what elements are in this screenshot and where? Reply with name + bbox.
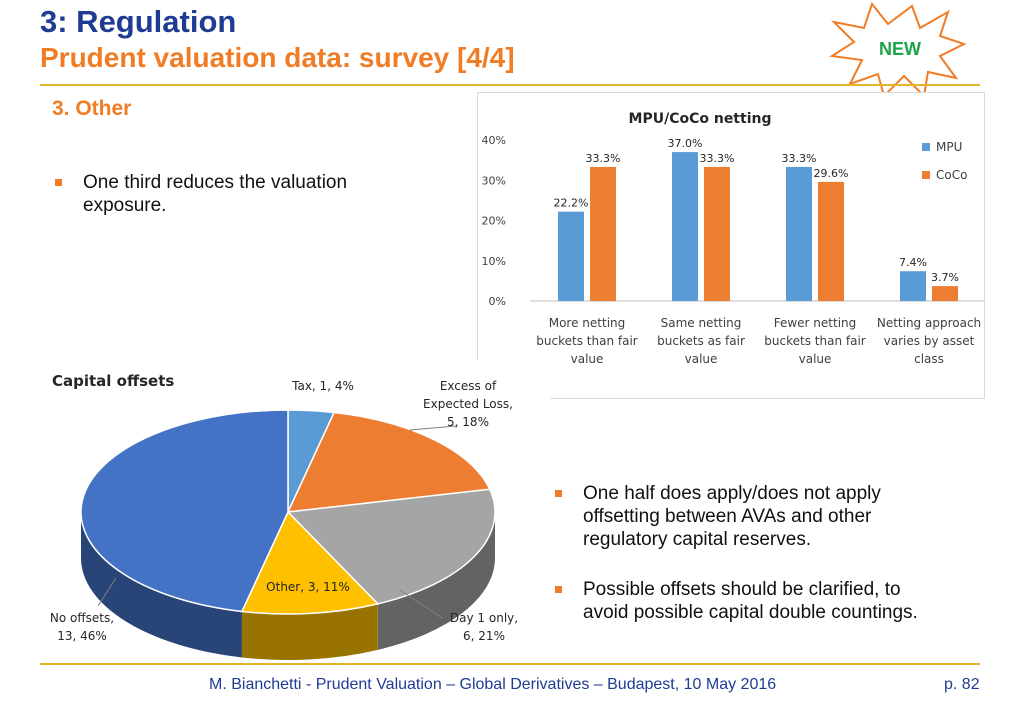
bullet-line: regulatory capital reserves.: [583, 529, 812, 550]
bullet-line: offsetting between AVAs and other: [583, 506, 872, 527]
x-tick-label: class: [914, 352, 944, 366]
bullet-line: One half does apply/does not apply: [583, 483, 881, 504]
leader-line: [97, 577, 117, 607]
new-badge: NEW: [829, 2, 967, 98]
section-heading: 3. Other: [52, 97, 132, 120]
bar-mpu: [558, 211, 584, 301]
slice-label: Other, 3, 11%: [266, 580, 350, 594]
bullet-item: One third reduces the valuation exposure…: [55, 171, 455, 221]
pie-slice: [286, 488, 496, 605]
data-label: 7.4%: [899, 256, 927, 269]
x-tick-label: varies by asset: [884, 334, 975, 348]
y-tick-label: 40%: [482, 134, 506, 147]
x-tick-label: buckets than fair: [764, 334, 865, 348]
bar-chart: MPU/CoCo netting 0% 10% 20% 30% 40% 22.2% 33.3%…: [482, 111, 986, 366]
bullet-marker: [555, 490, 562, 497]
slice-label: 6, 21%: [463, 629, 505, 643]
x-tick-label: buckets as fair: [657, 334, 745, 348]
data-label: 37.0%: [668, 137, 703, 150]
pie-chart-panel: Capital offsets Tax, 1, 4% Excess of Expect…: [38, 360, 550, 660]
bar-chart-panel: MPU/CoCo netting 0% 10% 20% 30% 40% 22.2% 33.3%…: [477, 92, 986, 399]
bar-coco: [704, 166, 730, 301]
slice-label: No offsets,: [50, 611, 114, 625]
slice-label: Excess of: [440, 379, 497, 393]
pie-slice: [240, 510, 380, 615]
data-label: 33.3%: [586, 152, 621, 165]
x-tick-label: Fewer netting: [774, 316, 857, 330]
x-tick-label: buckets than fair: [536, 334, 637, 348]
pie-side-wall: [81, 512, 242, 658]
footer-text: M. Bianchetti - Prudent Valuation – Glob…: [209, 676, 777, 693]
bar-coco: [590, 166, 616, 301]
data-label: 3.7%: [931, 271, 959, 284]
slice-label: 5, 18%: [447, 415, 489, 429]
bullet-item: One half does apply/does not apply offse…: [555, 482, 975, 557]
bullet-line: One third reduces the valuation: [83, 172, 348, 193]
legend-swatch-mpu: [922, 143, 930, 151]
data-label: 29.6%: [814, 167, 849, 180]
bullet-line: exposure.: [83, 195, 167, 216]
pie-slice: [286, 411, 491, 513]
data-label: 33.3%: [700, 152, 735, 165]
legend-label: CoCo: [936, 168, 967, 182]
data-label: 22.2%: [554, 197, 589, 210]
slice-label: Expected Loss,: [423, 397, 513, 411]
legend-swatch-coco: [922, 171, 930, 179]
slice-label: Day 1 only,: [450, 611, 518, 625]
chart-title: MPU/CoCo netting: [629, 111, 772, 127]
leader-line: [399, 589, 443, 619]
pie-chart: Capital offsets Tax, 1, 4% Excess of Expect…: [50, 372, 518, 660]
bar-coco: [818, 181, 844, 301]
y-tick-label: 0%: [489, 295, 506, 308]
bullet-line: avoid possible capital double countings.: [583, 602, 918, 623]
starburst-shape: [829, 2, 967, 98]
bar-mpu: [900, 271, 926, 301]
x-tick-label: Netting approach: [877, 316, 981, 330]
bar-mpu: [672, 152, 698, 301]
data-label: 33.3%: [782, 152, 817, 165]
bar-mpu: [786, 166, 812, 301]
y-tick-label: 20%: [482, 215, 506, 228]
footer-divider: [40, 663, 980, 665]
bar-coco: [932, 286, 958, 301]
pie-side-wall: [377, 512, 495, 650]
legend: MPU CoCo: [922, 140, 967, 182]
x-tick-label: value: [685, 352, 718, 366]
new-badge-label: NEW: [879, 39, 921, 59]
x-tick-label: Same netting: [661, 316, 742, 330]
bullet-marker: [555, 586, 562, 593]
legend-label: MPU: [936, 140, 962, 154]
header-divider: [40, 84, 980, 86]
y-tick-label: 10%: [482, 255, 506, 268]
page-title: 3: Regulation: [40, 4, 237, 39]
bullet-marker: [55, 179, 62, 186]
page-number: p. 82: [944, 676, 980, 693]
y-tick-label: 30%: [482, 174, 506, 187]
x-tick-label: value: [799, 352, 832, 366]
bullet-item: Possible offsets should be clarified, to…: [555, 578, 985, 628]
slice-label: Tax, 1, 4%: [291, 379, 354, 393]
chart-title: Capital offsets: [52, 372, 174, 390]
x-tick-label: More netting: [549, 316, 626, 330]
x-tick-label: value: [571, 352, 604, 366]
pie-side-wall: [241, 603, 378, 660]
bullet-line: Possible offsets should be clarified, to: [583, 579, 901, 600]
slice-label: 13, 46%: [57, 629, 107, 643]
leader-line: [409, 425, 457, 431]
page-subtitle: Prudent valuation data: survey [4/4]: [40, 42, 515, 73]
pie-slice: [80, 409, 289, 613]
